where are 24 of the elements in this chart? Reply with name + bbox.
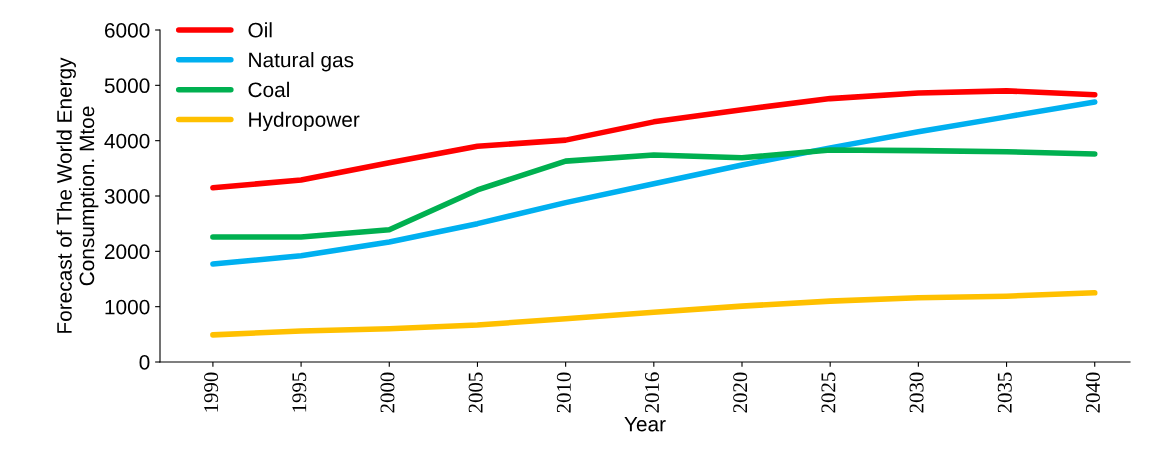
y-tick-label: 4000 [104,133,150,149]
y-tick-label: 6000 [104,23,150,38]
x-tick-label: 1995 [292,372,307,412]
legend-label: Coal [248,81,289,98]
x-tick-label: 2016 [644,372,660,413]
y-tick-label: 5000 [104,78,150,94]
y-tick-label: 0 [139,355,150,370]
x-tick-label: 2010 [556,372,571,413]
legend-label: Natural gas [249,52,354,72]
x-tick-label: 2005 [468,372,483,413]
legend-label: Oil [248,22,272,38]
x-tick-label: 1990 [204,372,219,412]
x-tick-label: 2000 [380,372,395,413]
y-tick-label: 3000 [104,189,150,204]
y-tick-label: 2000 [104,244,150,260]
legend-label: Hydropower [249,111,360,132]
x-axis-title: Year [624,416,666,432]
x-tick-label: 2020 [733,372,748,413]
x-tick-label: 2040 [1085,372,1100,413]
x-tick-label: 2035 [997,372,1012,413]
x-tick-label: 2030 [909,372,924,413]
x-tick-label: 2025 [821,372,836,413]
y-tick-label: 1000 [105,299,150,315]
y-axis-title: Forecast of The World Energy Consumption. Mtoe [56,57,99,333]
